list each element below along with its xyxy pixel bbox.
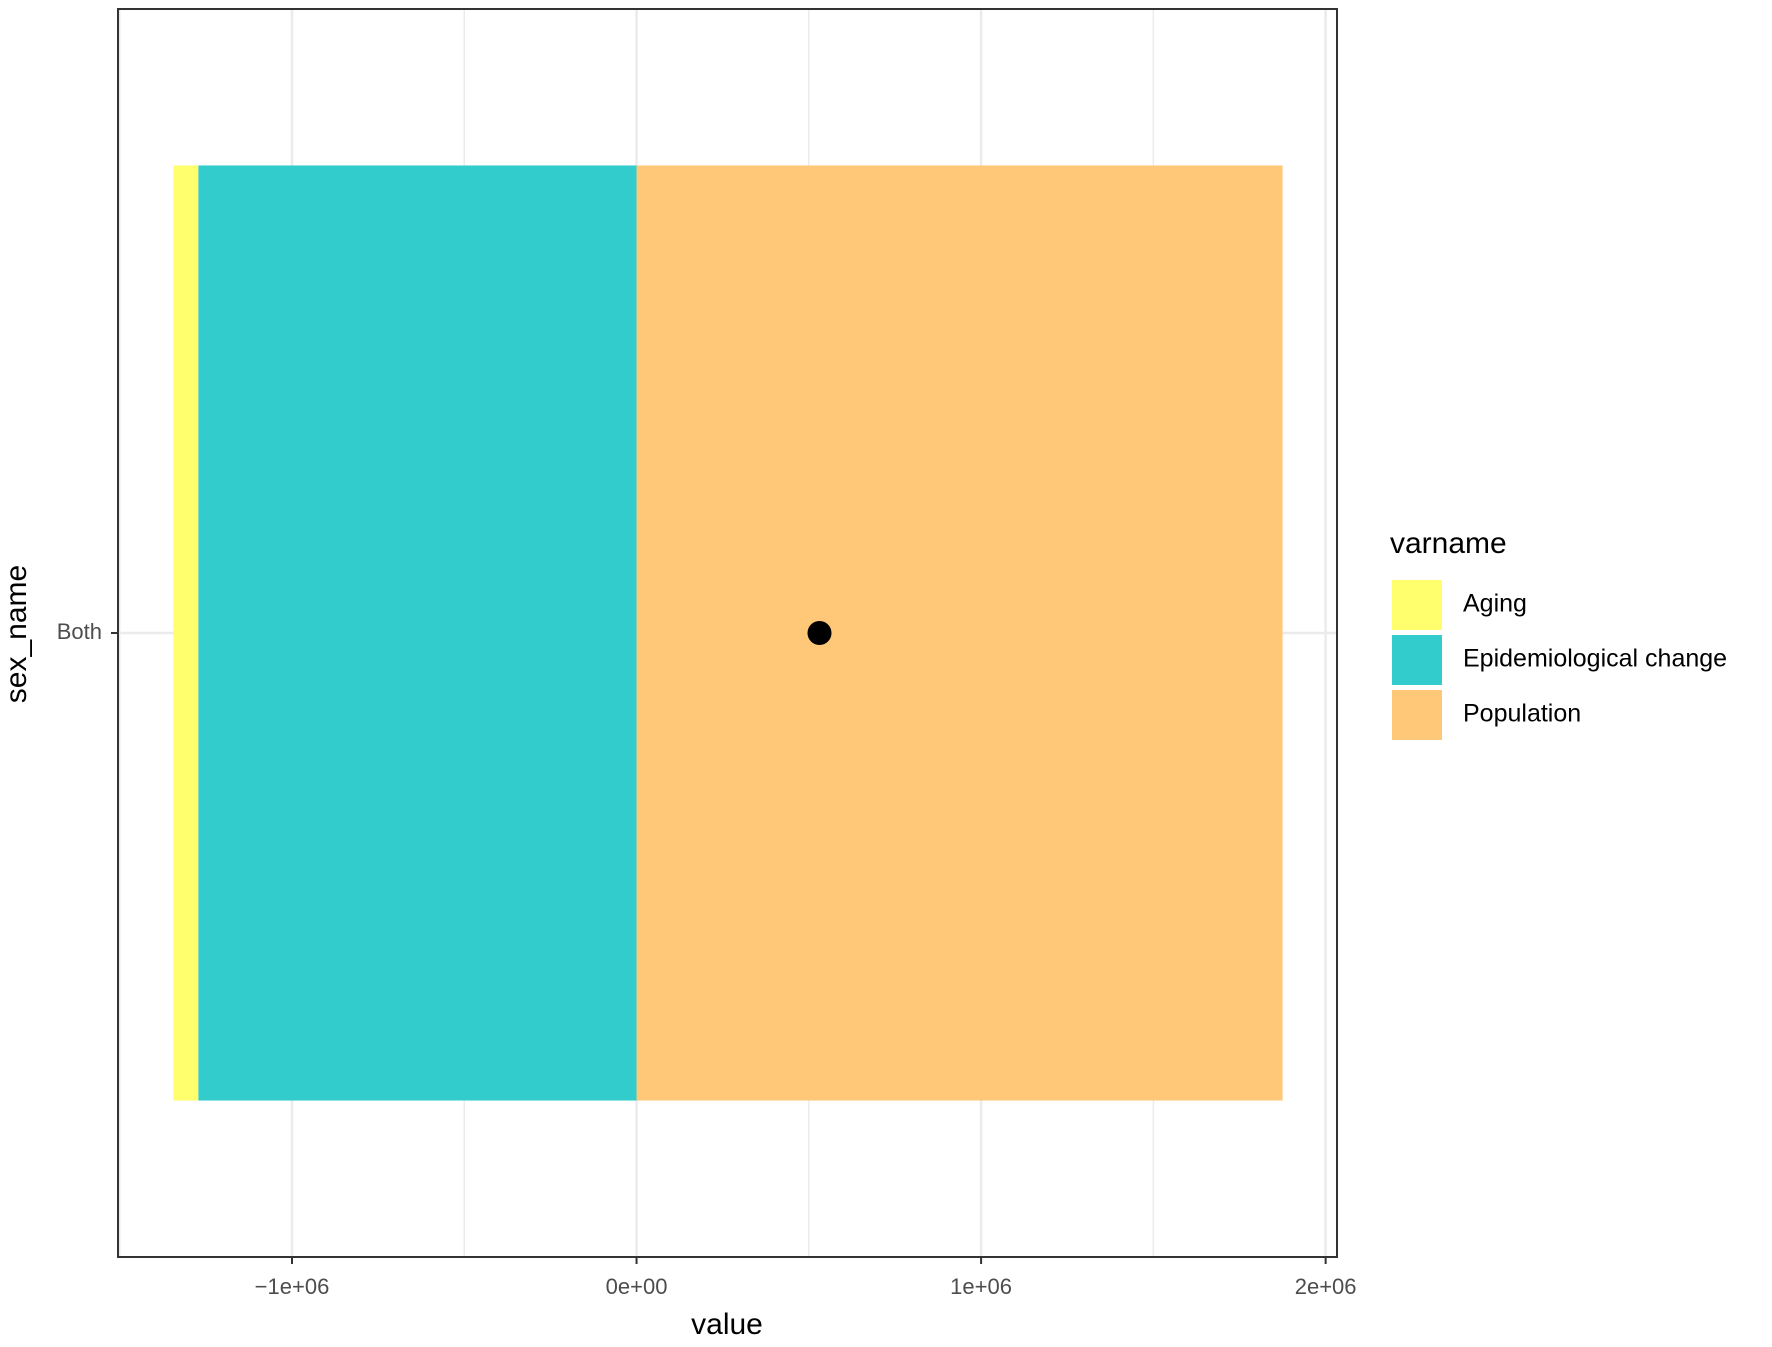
legend-title: varname <box>1390 527 1507 560</box>
legend-label: Aging <box>1463 590 1527 618</box>
legend-key <box>1392 635 1442 685</box>
legend-key <box>1392 580 1442 630</box>
total-point <box>807 621 832 645</box>
bar-segment <box>173 165 199 1101</box>
x-tick-label: 1e+06 <box>950 1274 1012 1299</box>
x-tick-label: 2e+06 <box>1295 1274 1357 1299</box>
bar-segment <box>636 165 1283 1101</box>
bar-segment <box>198 165 637 1101</box>
x-axis-title: value <box>691 1308 763 1341</box>
y-axis-title: sex_name <box>0 565 33 703</box>
x-tick-label: 0e+00 <box>606 1274 668 1299</box>
x-tick-label: −1e+06 <box>255 1274 330 1299</box>
legend-label: Population <box>1463 700 1581 728</box>
legend-key <box>1392 690 1442 740</box>
legend-label: Epidemiological change <box>1463 645 1727 673</box>
y-tick-label: Both <box>57 619 102 644</box>
panel-border <box>117 8 1338 1258</box>
